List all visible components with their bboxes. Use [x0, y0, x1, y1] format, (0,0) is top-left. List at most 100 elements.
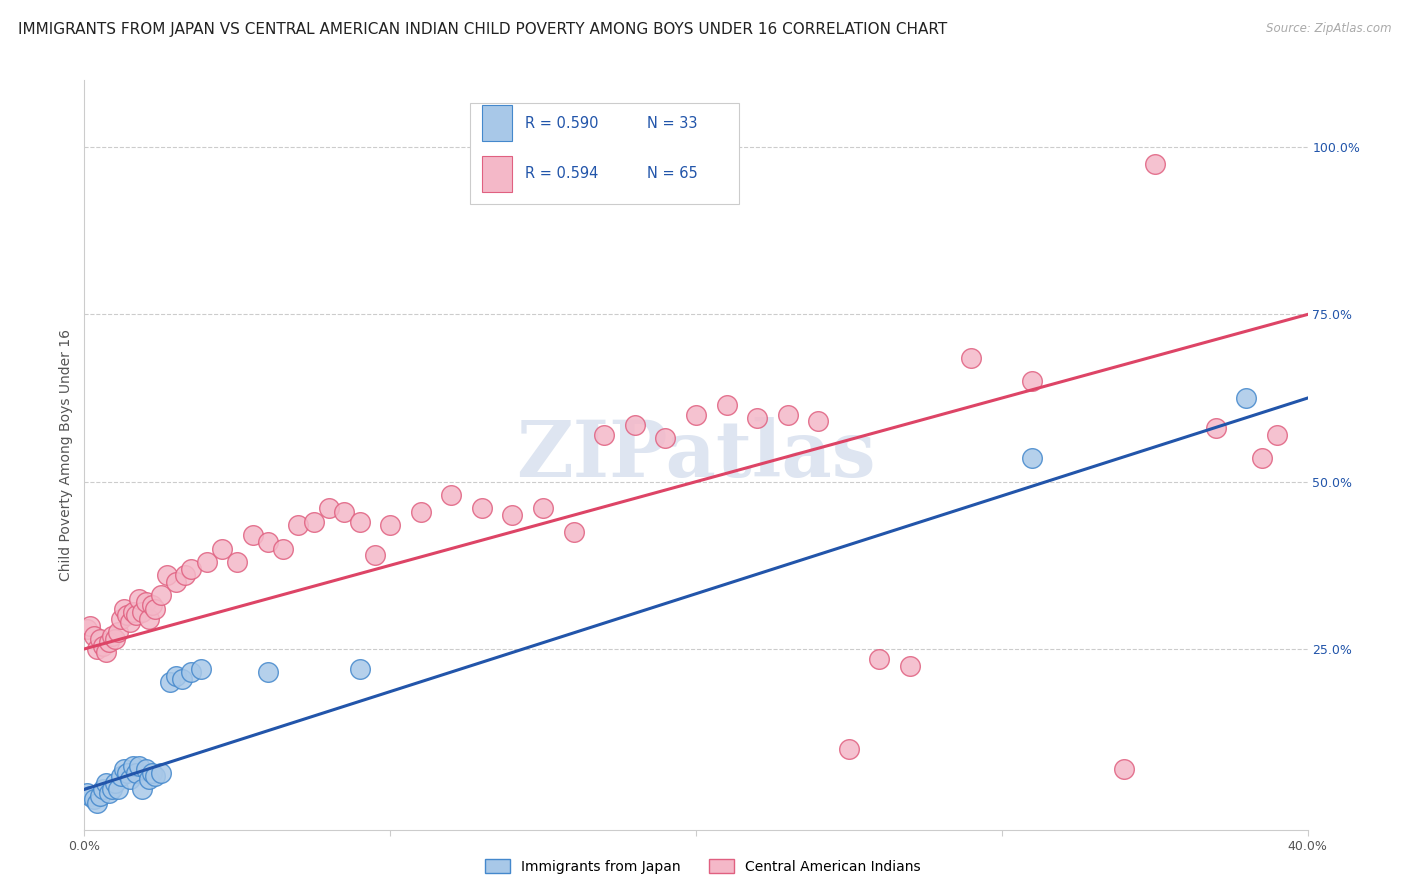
- Point: [271, 541, 294, 556]
- Point: [349, 662, 371, 676]
- Point: [685, 408, 707, 422]
- Point: [502, 508, 524, 523]
- Point: [141, 599, 163, 613]
- Y-axis label: Child Poverty Among Boys Under 16: Child Poverty Among Boys Under 16: [59, 329, 73, 581]
- Point: [83, 628, 105, 642]
- Point: [135, 595, 157, 609]
- Point: [165, 575, 187, 590]
- Point: [838, 742, 860, 756]
- Point: [257, 535, 280, 549]
- Point: [165, 669, 187, 683]
- Point: [104, 632, 127, 646]
- Legend: Immigrants from Japan, Central American Indians: Immigrants from Japan, Central American …: [478, 852, 928, 880]
- Point: [174, 568, 197, 582]
- Point: [76, 622, 98, 636]
- Point: [180, 562, 202, 576]
- Point: [211, 541, 233, 556]
- Point: [1021, 375, 1043, 389]
- Point: [593, 428, 616, 442]
- Point: [302, 515, 325, 529]
- Point: [531, 501, 554, 516]
- Point: [104, 776, 127, 790]
- Point: [898, 658, 921, 673]
- Point: [747, 411, 769, 425]
- Point: [122, 759, 145, 773]
- Point: [318, 501, 340, 516]
- Point: [141, 765, 163, 780]
- Point: [226, 555, 249, 569]
- FancyBboxPatch shape: [470, 103, 738, 204]
- Point: [807, 415, 830, 429]
- Point: [115, 765, 138, 780]
- Point: [97, 635, 120, 649]
- Point: [143, 602, 166, 616]
- Point: [115, 608, 138, 623]
- FancyBboxPatch shape: [482, 105, 513, 141]
- Point: [195, 555, 218, 569]
- Point: [380, 518, 402, 533]
- Point: [1250, 451, 1272, 466]
- Point: [107, 625, 129, 640]
- Point: [776, 408, 799, 422]
- Point: [83, 792, 105, 806]
- Point: [120, 615, 142, 630]
- Point: [112, 602, 135, 616]
- Point: [562, 524, 585, 539]
- Point: [257, 665, 280, 680]
- Point: [107, 782, 129, 797]
- Text: N = 33: N = 33: [647, 116, 697, 131]
- Point: [97, 786, 120, 800]
- Point: [1265, 428, 1288, 442]
- Point: [1114, 762, 1136, 776]
- Point: [364, 548, 387, 563]
- Point: [110, 769, 132, 783]
- Text: R = 0.594: R = 0.594: [524, 166, 598, 181]
- Point: [128, 591, 150, 606]
- Point: [180, 665, 202, 680]
- Point: [138, 612, 160, 626]
- Point: [112, 762, 135, 776]
- Point: [654, 431, 676, 445]
- Point: [86, 642, 108, 657]
- Point: [86, 796, 108, 810]
- Point: [471, 501, 494, 516]
- Point: [190, 662, 212, 676]
- Point: [131, 782, 153, 797]
- Point: [120, 772, 142, 787]
- Point: [409, 505, 432, 519]
- Point: [138, 772, 160, 787]
- Point: [349, 515, 371, 529]
- Point: [94, 776, 117, 790]
- Point: [94, 645, 117, 659]
- Point: [287, 518, 309, 533]
- Point: [440, 488, 463, 502]
- Point: [79, 789, 101, 804]
- Point: [156, 568, 179, 582]
- Point: [101, 628, 124, 642]
- Point: [149, 765, 172, 780]
- Text: ZIPatlas: ZIPatlas: [516, 417, 876, 493]
- Text: IMMIGRANTS FROM JAPAN VS CENTRAL AMERICAN INDIAN CHILD POVERTY AMONG BOYS UNDER : IMMIGRANTS FROM JAPAN VS CENTRAL AMERICA…: [18, 22, 948, 37]
- Point: [869, 652, 891, 666]
- Point: [101, 782, 124, 797]
- Point: [128, 759, 150, 773]
- Point: [125, 765, 148, 780]
- Point: [76, 786, 98, 800]
- Point: [79, 618, 101, 632]
- Text: N = 65: N = 65: [647, 166, 697, 181]
- Point: [143, 769, 166, 783]
- Point: [125, 608, 148, 623]
- Point: [1236, 391, 1258, 405]
- Point: [1021, 451, 1043, 466]
- Point: [1205, 421, 1227, 435]
- Point: [624, 417, 647, 432]
- Point: [172, 672, 194, 686]
- Point: [1143, 157, 1166, 171]
- Point: [131, 605, 153, 619]
- Point: [89, 632, 111, 646]
- Point: [716, 398, 738, 412]
- Text: Source: ZipAtlas.com: Source: ZipAtlas.com: [1267, 22, 1392, 36]
- Point: [91, 639, 114, 653]
- Point: [122, 605, 145, 619]
- Point: [960, 351, 983, 365]
